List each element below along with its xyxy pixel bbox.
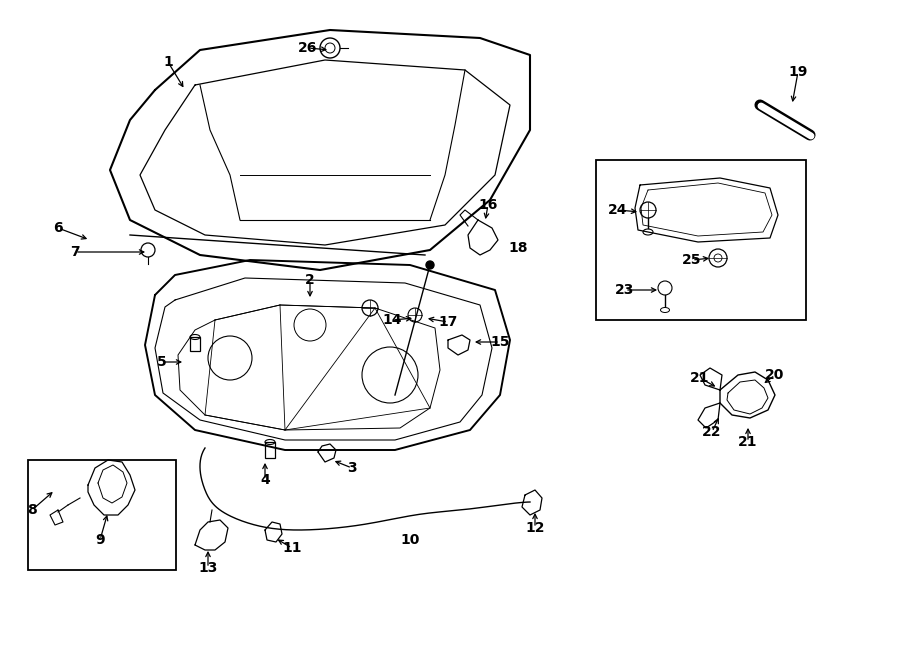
Bar <box>265 442 275 458</box>
Text: 8: 8 <box>27 503 37 517</box>
Text: 20: 20 <box>765 368 785 382</box>
Bar <box>596 160 806 320</box>
Text: 26: 26 <box>298 41 318 55</box>
Text: 24: 24 <box>608 203 628 217</box>
Text: 1: 1 <box>163 55 173 69</box>
Text: 9: 9 <box>95 533 104 547</box>
Text: 5: 5 <box>158 355 166 369</box>
Text: 23: 23 <box>616 283 634 297</box>
Text: 14: 14 <box>382 313 401 327</box>
Text: 16: 16 <box>478 198 498 212</box>
Text: 11: 11 <box>283 541 302 555</box>
Text: 3: 3 <box>347 461 356 475</box>
Text: 6: 6 <box>53 221 63 235</box>
Circle shape <box>426 261 434 269</box>
Text: 12: 12 <box>526 521 544 535</box>
Text: 10: 10 <box>400 533 419 547</box>
Text: 15: 15 <box>491 335 509 349</box>
Text: 2: 2 <box>305 273 315 287</box>
Text: 7: 7 <box>70 245 80 259</box>
Text: 17: 17 <box>438 315 458 329</box>
Text: 19: 19 <box>788 65 807 79</box>
Text: 22: 22 <box>702 425 722 439</box>
Text: 21: 21 <box>690 371 710 385</box>
Text: 13: 13 <box>198 561 218 575</box>
Bar <box>190 337 200 351</box>
Text: 25: 25 <box>682 253 702 267</box>
Text: 18: 18 <box>508 241 527 255</box>
Text: 4: 4 <box>260 473 270 487</box>
Text: 21: 21 <box>738 435 758 449</box>
Bar <box>28 460 176 570</box>
